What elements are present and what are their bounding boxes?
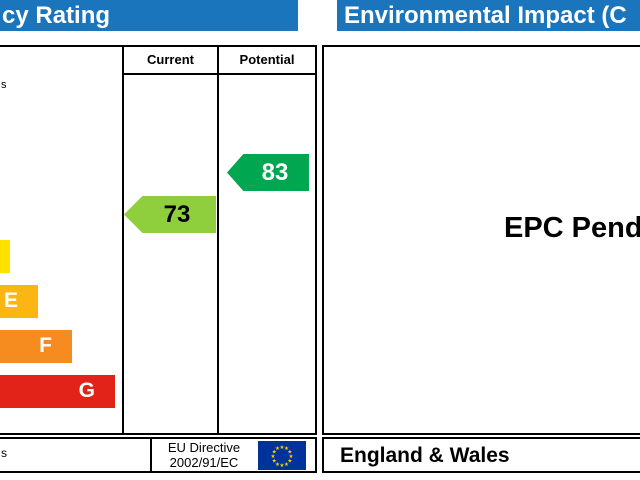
svg-text:★: ★ bbox=[272, 459, 277, 465]
potential-rating-arrow: 83 bbox=[227, 154, 309, 191]
eu-directive-line2: 2002/91/EC bbox=[169, 455, 239, 470]
current-rating-value: 73 bbox=[163, 200, 191, 228]
potential-column-divider bbox=[217, 75, 219, 435]
eu-directive-line1: EU Directive bbox=[167, 440, 241, 455]
svg-text:★: ★ bbox=[275, 446, 280, 452]
region-label: England & Wales bbox=[340, 444, 510, 467]
environmental-chart-panel bbox=[322, 45, 640, 435]
band-e-label: E bbox=[3, 289, 18, 312]
energy-chart-panel bbox=[0, 45, 317, 435]
svg-text:★: ★ bbox=[280, 463, 285, 469]
current-rating-arrow: 73 bbox=[124, 196, 216, 233]
eu-flag-stars: ★ ★ ★ ★ ★ ★ ★ ★ ★ ★ ★ ★ bbox=[271, 445, 294, 469]
energy-rating-header: cy Rating bbox=[0, 0, 298, 31]
epc-pending-status: EPC Pending bbox=[504, 212, 640, 244]
svg-text:★: ★ bbox=[272, 450, 277, 456]
potential-column-header: Potential bbox=[217, 45, 317, 75]
footer-right-box bbox=[322, 437, 640, 473]
svg-text:★: ★ bbox=[284, 446, 289, 452]
footer-divider bbox=[150, 437, 152, 473]
svg-text:★: ★ bbox=[289, 454, 294, 460]
svg-text:★: ★ bbox=[271, 454, 276, 460]
svg-text:★: ★ bbox=[280, 445, 285, 451]
current-column-divider bbox=[122, 75, 124, 435]
environmental-impact-header: Environmental Impact (C bbox=[337, 0, 640, 31]
band-d-bar bbox=[0, 240, 10, 273]
potential-rating-value: 83 bbox=[261, 158, 289, 186]
efficient-note-fragment: s bbox=[1, 79, 7, 91]
band-g-label: G bbox=[78, 379, 95, 402]
svg-text:★: ★ bbox=[287, 459, 292, 465]
band-e-bar: E bbox=[0, 285, 38, 318]
band-g-bar: G bbox=[0, 375, 115, 408]
band-f-label: F bbox=[39, 334, 52, 357]
inefficient-note-fragment: s bbox=[1, 446, 7, 460]
eu-directive-block: EU Directive 2002/91/EC bbox=[152, 440, 256, 470]
energy-rating-title: cy Rating bbox=[2, 2, 111, 29]
eu-flag-icon: ★ ★ ★ ★ ★ ★ ★ ★ ★ ★ ★ ★ bbox=[258, 441, 306, 470]
environmental-impact-title: Environmental Impact (C bbox=[344, 2, 627, 29]
svg-text:★: ★ bbox=[275, 462, 280, 468]
svg-text:★: ★ bbox=[287, 450, 292, 456]
svg-text:★: ★ bbox=[284, 462, 289, 468]
current-column-header: Current bbox=[122, 45, 219, 75]
band-f-bar: F bbox=[0, 330, 72, 363]
